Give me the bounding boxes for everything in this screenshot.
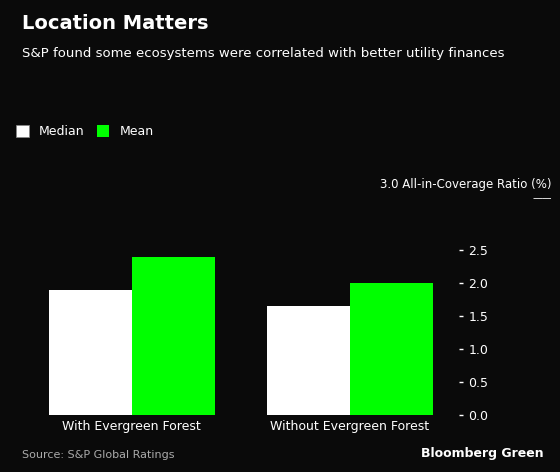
Legend: Median, Mean: Median, Mean (11, 120, 158, 143)
Bar (49, 290, 132, 415)
Text: S&P found some ecosystems were correlated with better utility finances: S&P found some ecosystems were correlate… (22, 47, 505, 60)
Text: 3.0 All-in-Coverage Ratio (%): 3.0 All-in-Coverage Ratio (%) (380, 178, 552, 191)
Text: ——: —— (532, 194, 552, 203)
Text: Bloomberg Green: Bloomberg Green (421, 447, 543, 460)
Bar (132, 257, 214, 415)
Text: Location Matters: Location Matters (22, 14, 209, 33)
Text: Source: S&P Global Ratings: Source: S&P Global Ratings (22, 450, 175, 460)
Bar (267, 306, 350, 415)
Bar (350, 283, 433, 415)
